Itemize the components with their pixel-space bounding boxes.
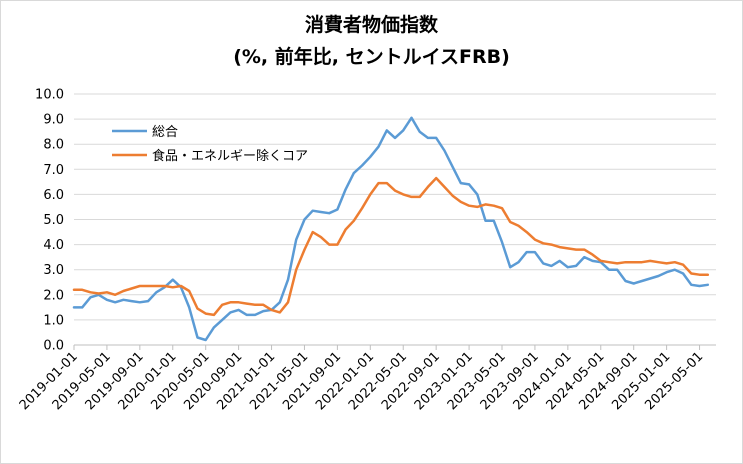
- y-tick-label: 6.0: [43, 188, 64, 203]
- y-tick-label: 0.0: [43, 339, 64, 354]
- y-tick-label: 5.0: [43, 213, 64, 228]
- legend-label-1: 総合: [152, 125, 178, 140]
- legend-label-2: 食品・エネルギー除くコア: [152, 148, 308, 164]
- series-lines: [72, 116, 710, 342]
- y-axis-ticks: 0.0 1.0 2.0 3.0 4.0 5.0 6.0 7.0 8.0 9.0 10.0: [35, 88, 64, 354]
- y-tick-label: 8.0: [43, 138, 64, 153]
- chart-title: 消費者物価指数: [304, 14, 438, 36]
- y-tick-label: 1.0: [43, 313, 64, 328]
- y-tick-label: 9.0: [43, 113, 64, 128]
- y-tick-label: 4.0: [43, 238, 64, 253]
- y-tick-label: 2.0: [43, 288, 64, 303]
- chart-subtitle: (%, 前年比, セントルイスFRB): [233, 46, 510, 68]
- gridlines: [74, 93, 716, 321]
- y-tick-label: 7.0: [43, 163, 64, 178]
- x-axis-ticks: 2019-01-012019-05-012019-09-012020-01-01…: [17, 345, 706, 413]
- y-tick-label: 10.0: [35, 88, 64, 103]
- y-tick-label: 3.0: [43, 263, 64, 278]
- series-line-2: [72, 176, 710, 317]
